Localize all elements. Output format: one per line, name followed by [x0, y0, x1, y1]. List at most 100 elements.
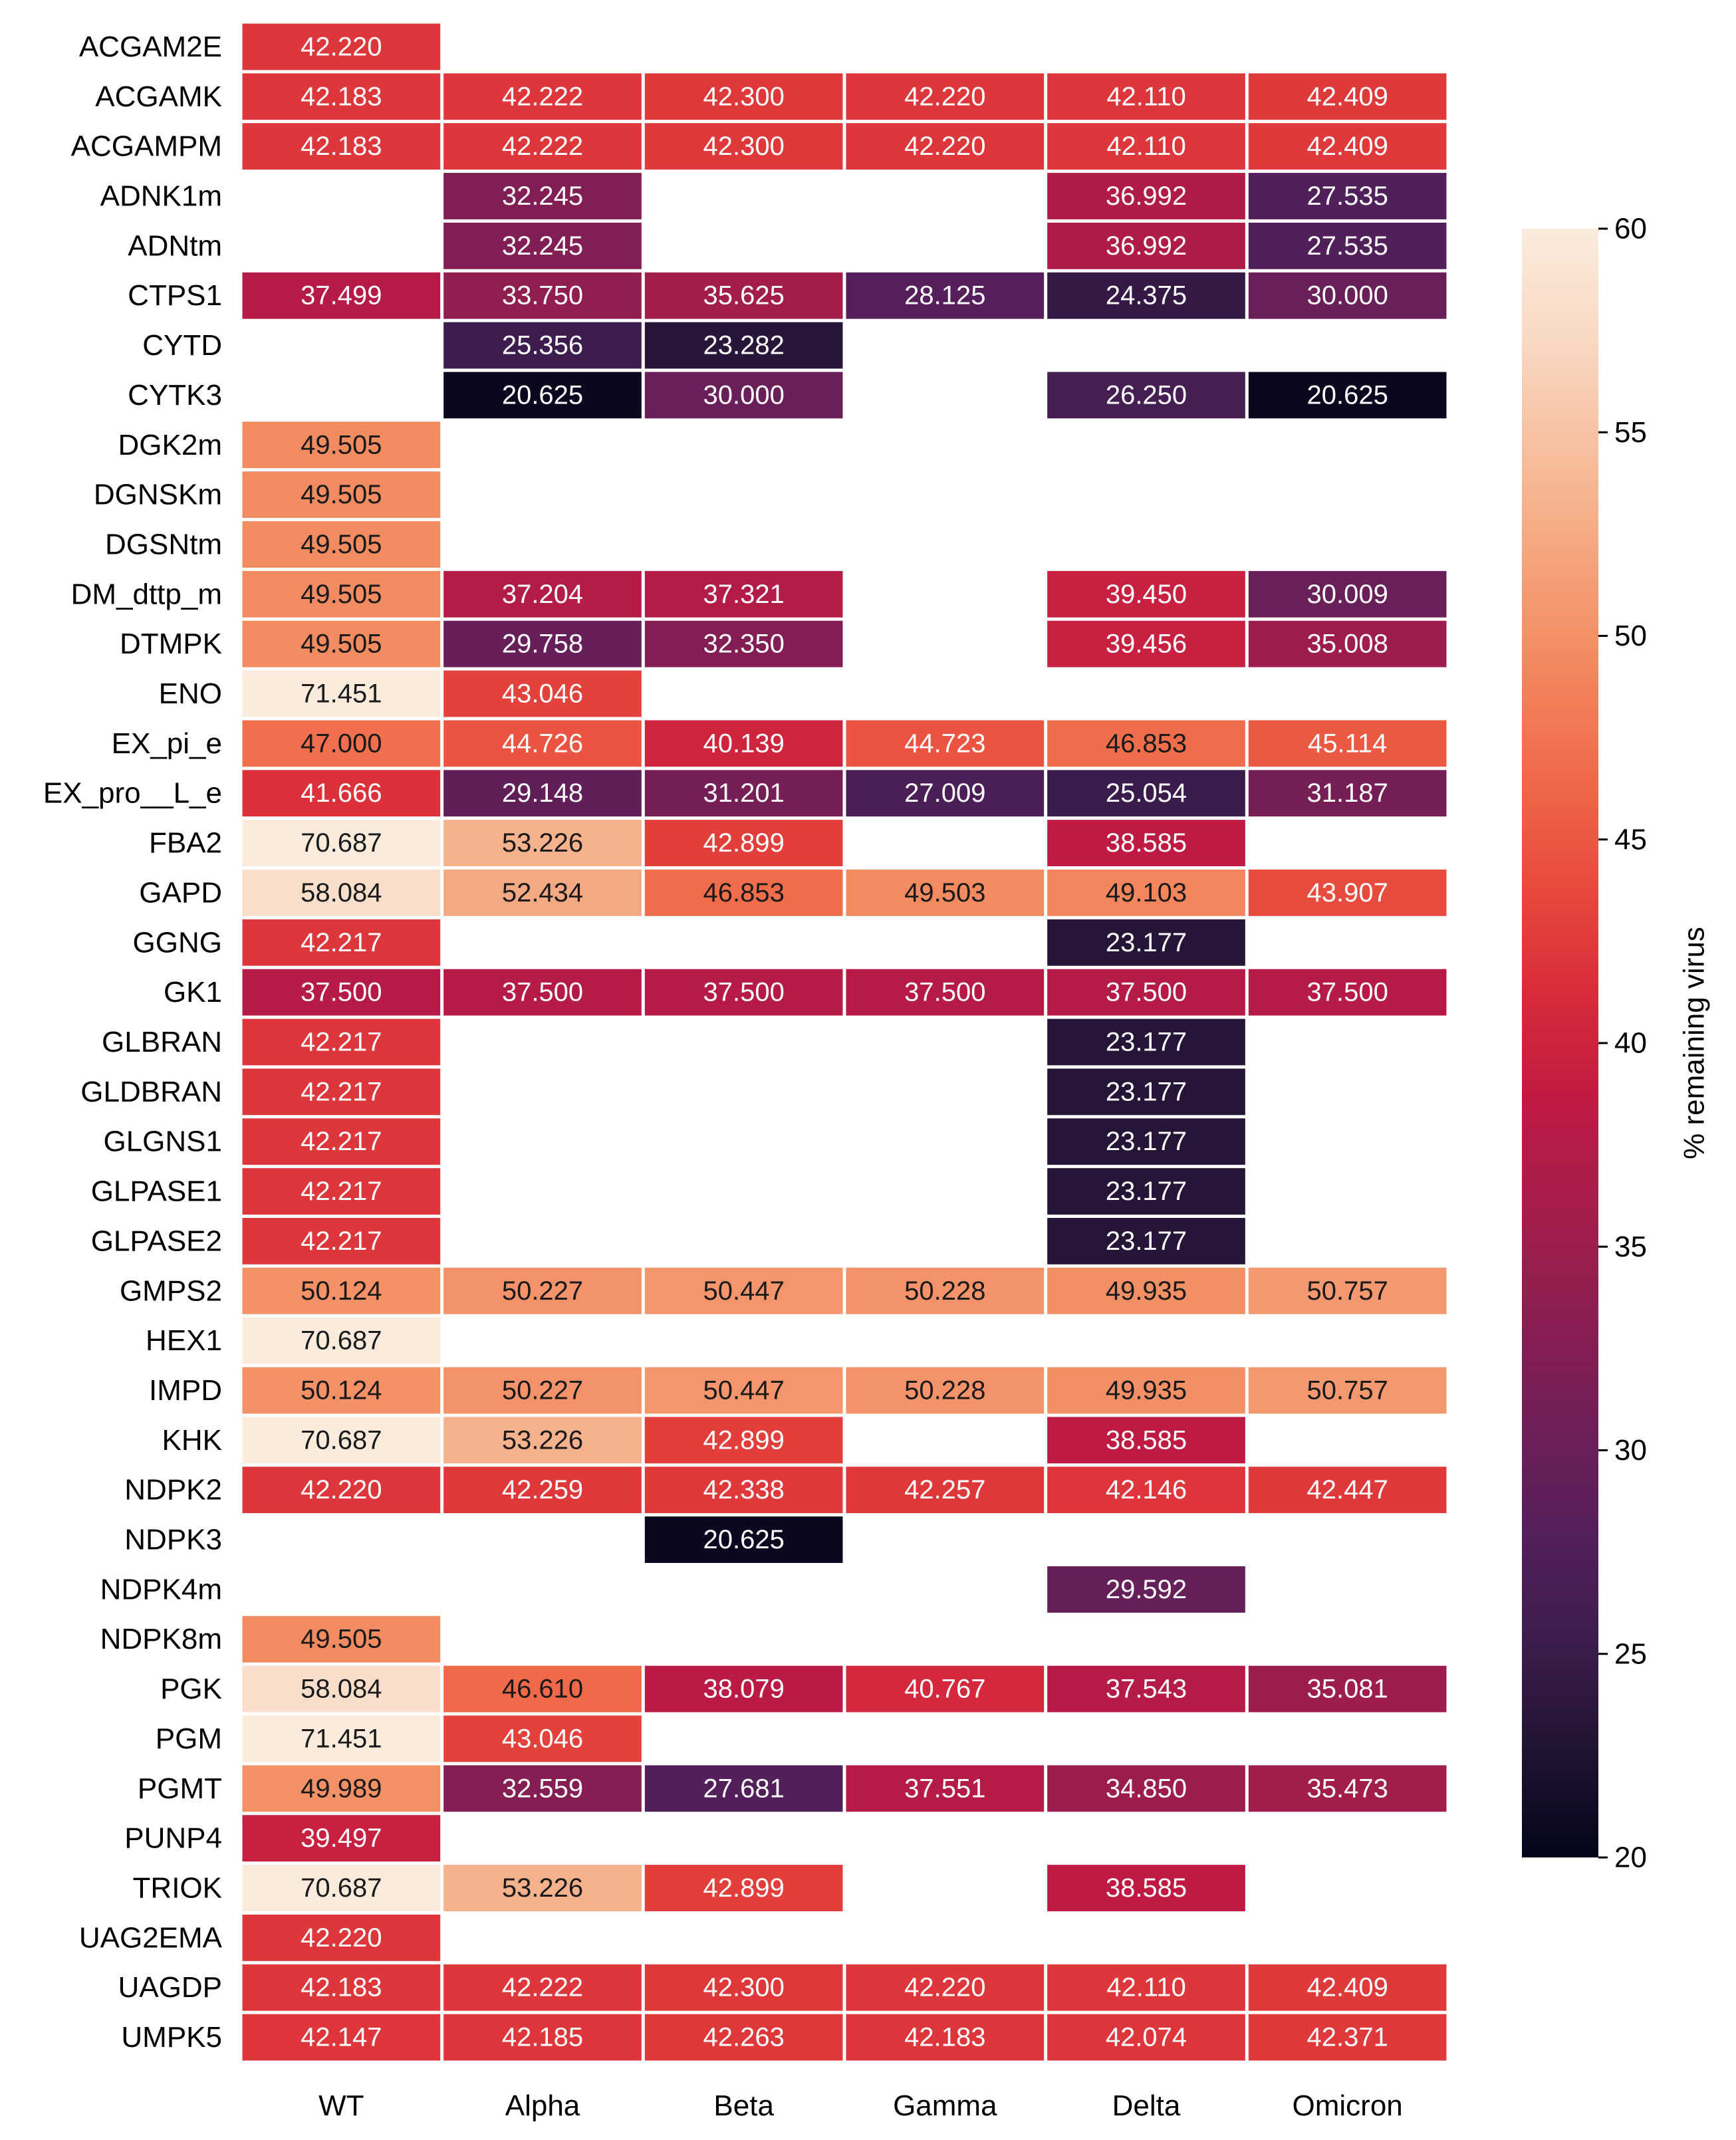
row-label: FBA2: [149, 827, 222, 860]
cell-value-label: 42.217: [301, 1028, 382, 1057]
cell-value-label: 42.217: [301, 1177, 382, 1206]
heatmap-cell: [846, 1467, 1045, 1514]
cell-value-label: 37.500: [1106, 978, 1187, 1007]
heatmap-cell: [1047, 73, 1245, 120]
cell-value-label: 27.535: [1306, 231, 1388, 261]
column-label: Alpha: [505, 2089, 580, 2122]
heatmap-cell: [1047, 870, 1245, 916]
cell-value-label: 42.220: [301, 32, 382, 61]
heatmap-cell: [443, 1467, 642, 1514]
colorbar-gradient: [1522, 229, 1598, 1857]
heatmap-cell: [644, 1765, 843, 1812]
cell-value-label: 37.500: [301, 978, 382, 1007]
cell-value-label: 71.451: [301, 679, 382, 709]
cell-value-label: 53.226: [502, 828, 583, 858]
cell-value-label: 42.217: [301, 1077, 382, 1106]
column-label: Gamma: [893, 2089, 997, 2122]
heatmap-cell: [1248, 620, 1447, 667]
heatmap-cell: [242, 670, 441, 717]
row-label: DGSNtm: [105, 528, 222, 560]
heatmap-cell: [644, 123, 843, 170]
cell-value-label: 44.726: [502, 729, 583, 758]
heatmap-cell: [1248, 870, 1447, 916]
heatmap-cell: [1047, 1217, 1245, 1264]
cell-value-label: 42.110: [1106, 132, 1185, 161]
cell-value-label: 35.081: [1306, 1675, 1388, 1704]
heatmap-cell: [242, 1964, 441, 2011]
heatmap-cell: [644, 870, 843, 916]
heatmap-cell: [1248, 1367, 1447, 1414]
cell-value-label: 29.148: [502, 778, 583, 808]
colorbar: 20 25 30 35 40 45 50 55 60 % remaining virus: [1522, 213, 1711, 1874]
row-label: ACGAMPM: [71, 130, 222, 163]
cell-value-label: 29.592: [1106, 1575, 1187, 1604]
row-label: GLDBRAN: [80, 1076, 222, 1108]
heatmap-cell: [242, 1715, 441, 1762]
cell-value-label: 43.907: [1306, 878, 1388, 907]
cell-value-label: 40.767: [904, 1675, 985, 1704]
cell-value-label: 49.505: [301, 580, 382, 609]
heatmap-cell: [1047, 820, 1245, 867]
heatmap-cell: [242, 969, 441, 1016]
cell-value-label: 42.899: [703, 828, 784, 858]
heatmap-cell: [443, 570, 642, 618]
heatmap-cell: [644, 570, 843, 618]
row-label: NDPK8m: [100, 1623, 222, 1655]
heatmap-cell: [1248, 1665, 1447, 1713]
heatmap-cell: [1047, 620, 1245, 667]
cell-value-label: 32.245: [502, 231, 583, 261]
heatmap-cell: [644, 820, 843, 867]
heatmap-cell: [242, 1665, 441, 1713]
heatmap-cell: [846, 1267, 1045, 1314]
cell-value-label: 53.226: [502, 1873, 583, 1903]
cell-value-label: 42.183: [301, 132, 382, 161]
cell-value-label: 36.992: [1106, 231, 1187, 261]
cell-value-label: 20.625: [1306, 380, 1388, 410]
colorbar-tick-label: 40: [1614, 1027, 1647, 1060]
cell-value-label: 42.259: [502, 1475, 583, 1504]
row-label: GLPASE1: [91, 1175, 222, 1208]
cell-value-label: 37.321: [703, 580, 784, 609]
cell-value-label: 42.074: [1106, 2023, 1187, 2052]
heatmap-cell: [443, 1765, 642, 1812]
heatmap-cell: [1047, 1168, 1245, 1215]
row-label: GLBRAN: [102, 1026, 222, 1058]
heatmap-cell: [644, 720, 843, 767]
cell-value-label: 32.245: [502, 181, 583, 211]
cell-value-label: 45.114: [1308, 729, 1387, 758]
cell-value-label: 70.687: [301, 828, 382, 858]
heatmap-cell: [242, 1615, 441, 1663]
row-label: ENO: [159, 677, 222, 710]
cell-value-label: 58.084: [301, 1675, 382, 1704]
heatmap-cell: [644, 1417, 843, 1464]
heatmap-cell: [1248, 2014, 1447, 2061]
heatmap-cell: [242, 421, 441, 469]
heatmap-cell: [1047, 1267, 1245, 1314]
heatmap-cell: [443, 322, 642, 369]
heatmap-cell: [1047, 123, 1245, 170]
cell-value-label: 42.300: [703, 1973, 784, 2002]
heatmap-cell: [1047, 770, 1245, 817]
row-label: ACGAM2E: [79, 31, 222, 63]
cell-value-label: 49.505: [301, 630, 382, 659]
cell-value-label: 50.227: [502, 1276, 583, 1306]
row-label: ADNtm: [128, 229, 222, 262]
cell-value-label: 42.146: [1106, 1475, 1187, 1504]
cell-value-label: 42.217: [301, 928, 382, 957]
cell-value-label: 49.505: [301, 1625, 382, 1654]
heatmap-cell: [1047, 1665, 1245, 1713]
cell-value-label: 20.625: [703, 1525, 784, 1554]
cell-value-label: 49.103: [1106, 878, 1187, 907]
colorbar-tick-label: 45: [1614, 823, 1647, 856]
cell-value-label: 42.222: [502, 82, 583, 111]
heatmap-cell: [1248, 570, 1447, 618]
cell-value-label: 42.899: [703, 1873, 784, 1903]
cell-value-label: 70.687: [301, 1326, 382, 1356]
cell-value-label: 42.183: [301, 1973, 382, 2002]
row-label: NDPK3: [124, 1524, 222, 1556]
cell-value-label: 47.000: [301, 729, 382, 758]
cell-value-label: 42.371: [1306, 2023, 1388, 2052]
heatmap-cell: [1248, 123, 1447, 170]
heatmap-cell: [242, 1417, 441, 1464]
